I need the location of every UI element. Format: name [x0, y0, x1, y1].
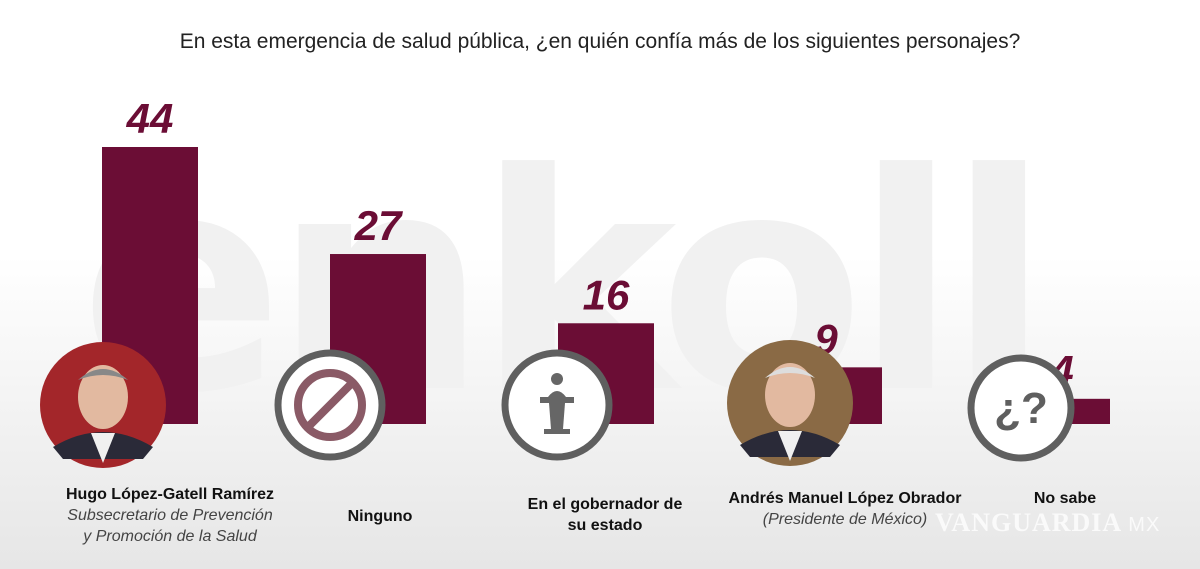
- category-name: No sabe: [1033, 490, 1097, 507]
- category-name: Hugo López-Gatell Ramírez: [65, 486, 275, 503]
- photo-amlo: [727, 340, 853, 466]
- category-name-line: En el gobernador de: [527, 496, 683, 513]
- podium-speaker-icon: [501, 349, 613, 461]
- data-label-2: 16: [583, 271, 630, 318]
- prohibited-icon: [274, 349, 386, 461]
- category-name: Andrés Manuel López Obrador: [728, 490, 962, 507]
- question-mark-icon: ¿?: [967, 354, 1075, 462]
- category-label-ninguno: Ninguno: [300, 506, 460, 527]
- category-label-gobernador: En el gobernador de su estado: [500, 494, 710, 536]
- category-subtitle: y Promoción de la Salud: [83, 528, 257, 545]
- category-name-line: su estado: [567, 517, 643, 534]
- photo-lopez-gatell: [40, 342, 166, 468]
- data-label-1: 27: [354, 202, 403, 249]
- category-label-amlo: Andrés Manuel López Obrador (Presidente …: [715, 488, 975, 530]
- chart-title: En esta emergencia de salud pública, ¿en…: [179, 30, 1021, 53]
- category-label-hugo: Hugo López-Gatell Ramírez Subsecretario …: [40, 484, 300, 547]
- category-subtitle: (Presidente de México): [762, 511, 928, 528]
- category-name: Ninguno: [347, 508, 413, 525]
- vanguardia-watermark: VANGUARDIA MX: [935, 508, 1161, 537]
- svg-text:¿?: ¿?: [994, 384, 1048, 433]
- category-label-nosabe: No sabe: [985, 488, 1145, 509]
- category-subtitle: Subsecretario de Prevención: [67, 507, 273, 524]
- data-label-0: 44: [126, 95, 174, 142]
